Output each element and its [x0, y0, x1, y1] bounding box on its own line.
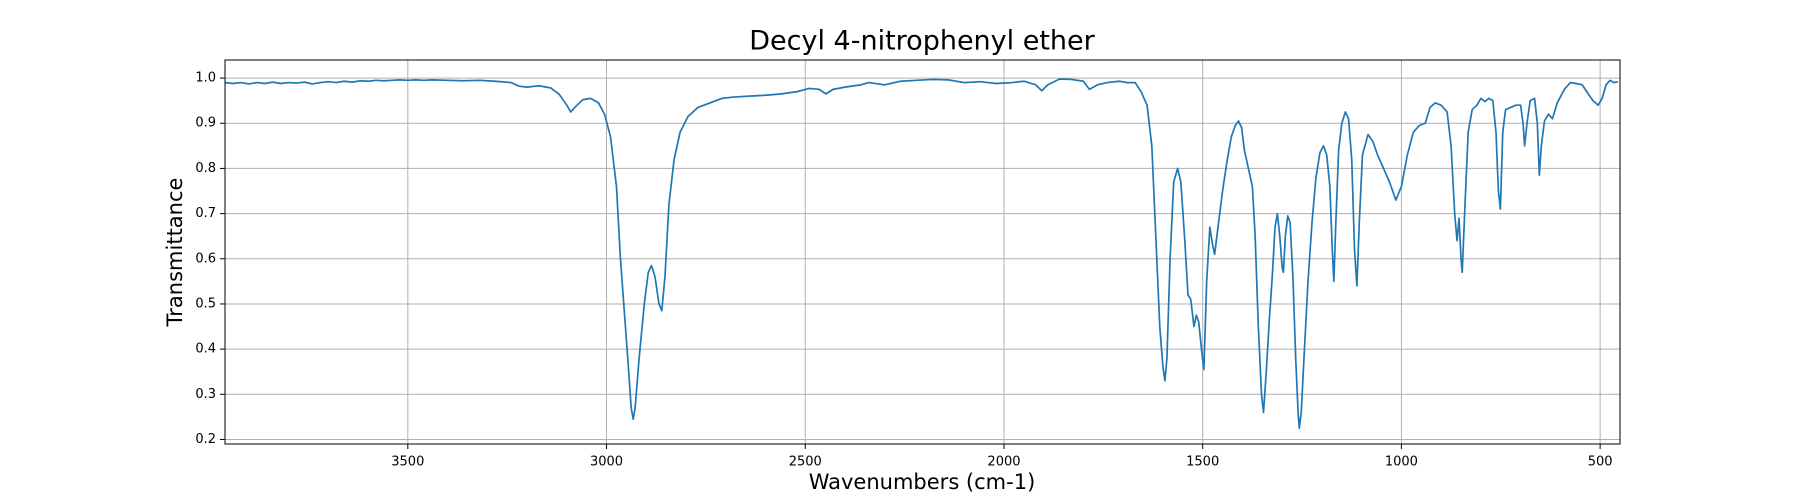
- y-tick-label: 0.2: [195, 432, 216, 447]
- x-tick-label: 2500: [789, 455, 822, 470]
- chart-title: Decyl 4-nitrophenyl ether: [749, 26, 1095, 57]
- x-tick-label: 3000: [590, 455, 623, 470]
- y-axis-label: Transmittance: [163, 178, 187, 328]
- x-tick-label: 3500: [391, 455, 424, 470]
- y-tick-label: 0.4: [195, 342, 216, 357]
- y-tick-label: 0.3: [195, 387, 216, 402]
- y-tick-label: 0.6: [195, 251, 216, 266]
- plot-frame: [224, 59, 1621, 445]
- spectrum-line: [224, 78, 1619, 430]
- x-axis-label: Wavenumbers (cm-1): [809, 470, 1036, 494]
- y-tick-label: 0.5: [195, 296, 216, 311]
- y-tick-label: 0.7: [195, 206, 216, 221]
- x-tick-label: 2000: [987, 455, 1020, 470]
- y-tick-label: 0.9: [195, 116, 216, 131]
- y-tick-label: 1.0: [195, 71, 216, 86]
- x-tick-label: 1000: [1385, 455, 1418, 470]
- x-tick-label: 500: [1588, 455, 1613, 470]
- y-tick-label: 0.8: [195, 161, 216, 176]
- x-tick-label: 1500: [1186, 455, 1219, 470]
